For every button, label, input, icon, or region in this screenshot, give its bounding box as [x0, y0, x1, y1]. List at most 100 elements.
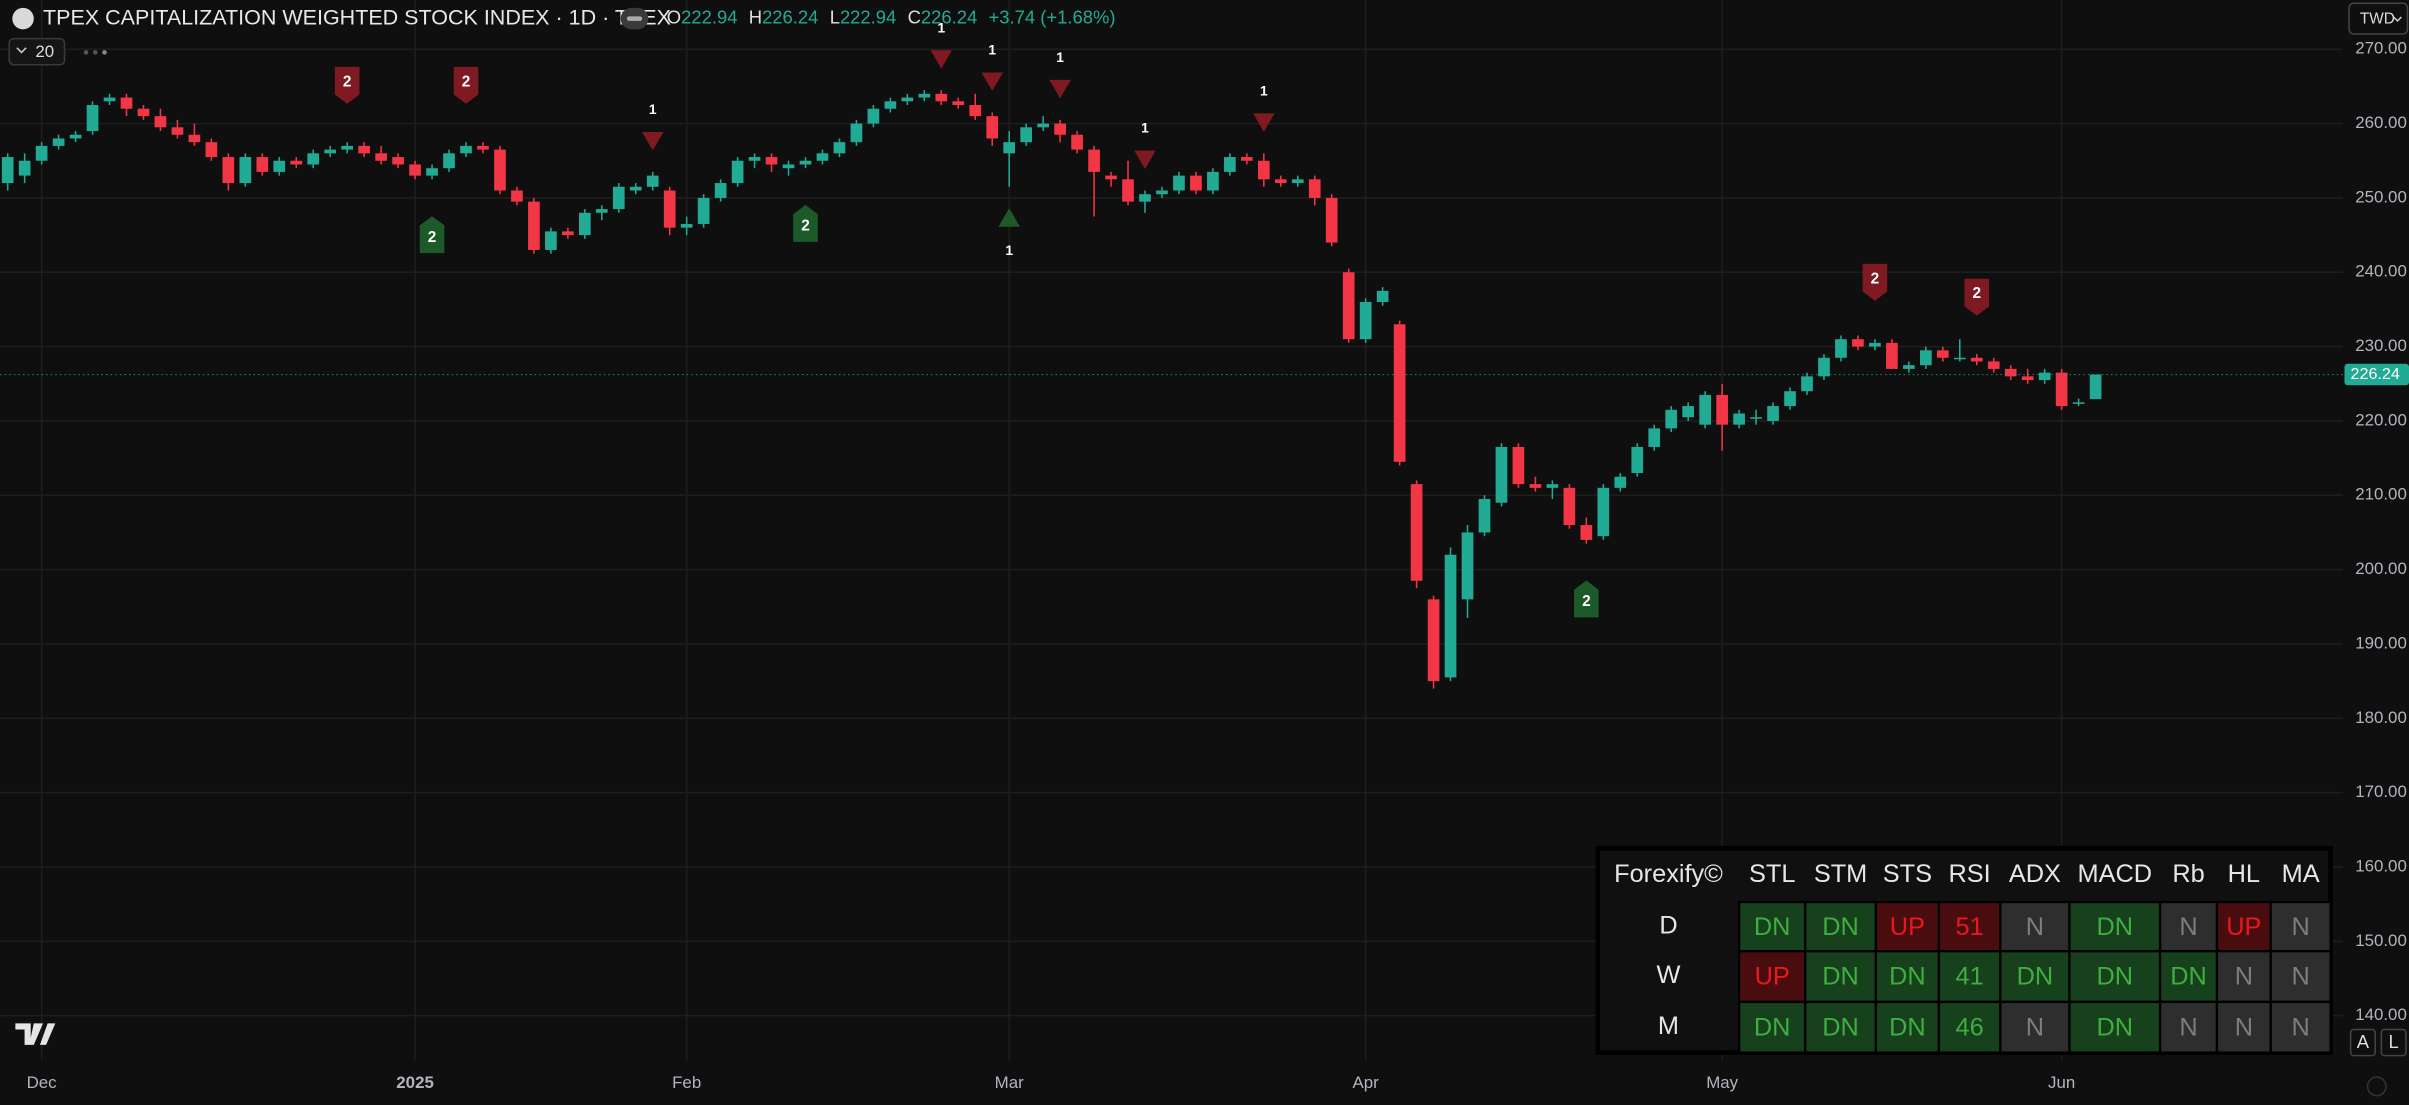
- candle-body: [103, 97, 116, 102]
- candle-body: [1953, 357, 1966, 360]
- candle-body: [2021, 376, 2034, 381]
- candle-body: [1444, 554, 1457, 678]
- indicator-count: 20: [35, 42, 54, 61]
- candle-body: [1512, 446, 1525, 485]
- time-axis-background: [0, 1060, 2343, 1105]
- x-tick-label: Jun: [2048, 1073, 2075, 1092]
- candle-body: [477, 145, 489, 150]
- cell-text: DN: [1754, 1013, 1791, 1041]
- candle-body: [1580, 525, 1593, 540]
- table-cell: [1999, 1000, 2071, 1054]
- signal-label-up: [419, 216, 445, 254]
- candle-body: [1835, 339, 1847, 358]
- candle-body: [1139, 194, 1151, 202]
- candle-body: [1970, 357, 1983, 362]
- table-cell: [2269, 950, 2332, 1004]
- candle-body: [137, 108, 150, 117]
- candle-body: [731, 160, 744, 184]
- cell-text: 46: [1956, 1013, 1984, 1041]
- x-tick-label: May: [1706, 1073, 1738, 1092]
- signal-triangle-down: [1134, 150, 1156, 169]
- candle-body: [239, 157, 252, 184]
- candle-body: [1563, 487, 1576, 526]
- candle-body: [511, 190, 523, 202]
- o-value: 222.94: [681, 6, 737, 27]
- candle-body: [69, 134, 82, 139]
- candle-body: [1852, 339, 1864, 347]
- indicator-toggle[interactable]: [8, 37, 66, 66]
- y-tick-label: 250.00: [2355, 187, 2407, 206]
- candle-body: [816, 153, 829, 161]
- signal-text: 2: [462, 73, 471, 90]
- candle-body: [1308, 179, 1321, 198]
- y-tick-label: 210.00: [2355, 485, 2407, 504]
- candle-body: [1, 157, 14, 184]
- candle-body: [1359, 302, 1372, 340]
- candle-body: [562, 231, 574, 236]
- header: TPEX CAPITALIZATION WEIGHTED STOCK INDEX…: [8, 2, 2409, 1045]
- cell-text: DN: [2096, 1013, 2133, 1041]
- currency-button[interactable]: [2348, 2, 2409, 35]
- table-header: ADX: [2009, 860, 2061, 888]
- signal-label-down: [1862, 263, 1888, 301]
- chevron: [16, 47, 27, 54]
- candle-body: [171, 127, 184, 135]
- candle-body: [799, 160, 812, 165]
- candle-body: [1987, 361, 2000, 369]
- cell-text: N: [2292, 963, 2310, 991]
- candle-body: [205, 142, 218, 158]
- candle-body: [494, 149, 506, 191]
- candle-body: [1818, 357, 1830, 377]
- cell-text: DN: [1889, 963, 1926, 991]
- candle-body: [765, 157, 778, 165]
- signal-label-up: [1574, 580, 1599, 618]
- candle-body: [1886, 342, 1898, 369]
- table-cell: [1937, 900, 2002, 953]
- axis-button[interactable]: [2380, 1028, 2407, 1057]
- signal-text: 1: [988, 42, 996, 58]
- candle-body: [833, 142, 846, 154]
- candle-body: [935, 93, 948, 102]
- candle-body: [1291, 179, 1304, 184]
- axis-button[interactable]: [2349, 1028, 2376, 1057]
- signal-text: 1: [937, 19, 945, 35]
- candle-body: [1801, 376, 1813, 392]
- cell-text: DN: [1889, 1013, 1926, 1041]
- cell-text: N: [2235, 963, 2253, 991]
- candle-body: [1342, 272, 1355, 340]
- candle-body: [646, 175, 659, 187]
- candle-body: [629, 186, 642, 191]
- candle-body: [1478, 499, 1491, 533]
- axis-button-label: L: [2389, 1031, 2399, 1052]
- candle-body: [120, 97, 133, 109]
- y-tick-label: 230.00: [2355, 336, 2407, 355]
- cell-text: N: [2026, 1013, 2044, 1041]
- candle-body: [1631, 446, 1644, 473]
- row-label: M: [1658, 1012, 1679, 1040]
- candle-body: [52, 138, 65, 146]
- candle-body: [307, 153, 320, 165]
- candle-body: [1546, 484, 1559, 488]
- signal-table: Forexify© STL STM STS RSI ADX MACD Rb HL MA D DN DN U…: [1595, 845, 2333, 1055]
- cell-text: DN: [1754, 913, 1791, 941]
- candle-body: [443, 153, 455, 169]
- candle-body: [867, 108, 880, 124]
- candle-body: [2038, 372, 2051, 381]
- candle-body: [1274, 179, 1287, 184]
- candle-body: [1156, 190, 1168, 195]
- h-label: H: [749, 6, 762, 27]
- cell-text: DN: [2017, 963, 2054, 991]
- logo: [15, 1023, 56, 1045]
- candle-body: [2004, 368, 2017, 377]
- cell-text: DN: [2096, 913, 2133, 941]
- candle-body: [1190, 175, 1202, 191]
- table-cell: [1804, 1000, 1878, 1054]
- candle-body: [680, 223, 693, 228]
- eye-icon: [626, 16, 643, 21]
- cell-text: DN: [2170, 963, 2207, 991]
- candle-body: [986, 116, 999, 139]
- candle-body: [969, 105, 982, 117]
- candle-body: [1869, 342, 1881, 347]
